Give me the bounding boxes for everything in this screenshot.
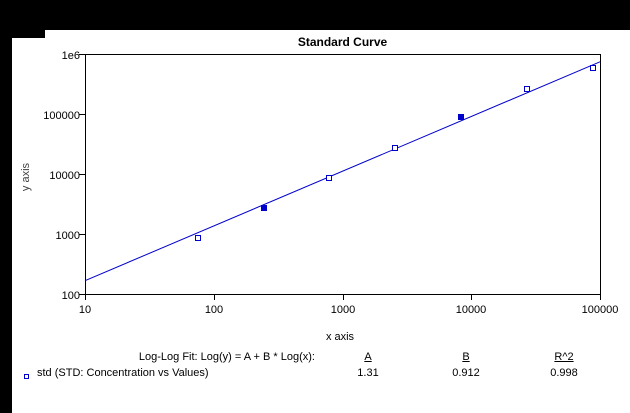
data-point — [524, 86, 530, 92]
x-tick-label: 100000 — [581, 304, 619, 316]
x-tick-label: 10000 — [455, 304, 487, 316]
x-tick-label: 1000 — [330, 304, 356, 316]
y-tick-label: 100000 — [43, 110, 80, 122]
data-point — [195, 235, 201, 241]
x-tick-label: 100 — [204, 304, 224, 316]
corner-notch — [12, 30, 45, 38]
y-tick-label: 10000 — [49, 170, 80, 182]
data-point — [590, 65, 596, 71]
data-point — [458, 114, 464, 120]
data-point — [392, 145, 398, 151]
column-header-r2: R^2 — [554, 351, 574, 363]
fit-r2-value: 0.998 — [550, 367, 578, 379]
chart-canvas — [12, 30, 630, 413]
data-point — [326, 175, 332, 181]
x-axis-label: x axis — [325, 331, 355, 343]
legend-series-label: std (STD: Concentration vs Values) — [37, 367, 209, 379]
chart-title: Standard Curve — [297, 35, 388, 49]
legend-marker-icon — [24, 374, 29, 379]
y-tick-label: 100 — [61, 290, 80, 302]
y-tick-label: 1e6 — [61, 50, 80, 62]
fit-a-value: 1.31 — [357, 367, 379, 379]
column-header-a: A — [364, 351, 372, 363]
fit-equation-label: Log-Log Fit: Log(y) = A + B * Log(x): — [138, 351, 315, 363]
plot-frame — [85, 54, 601, 295]
fit-line — [84, 61, 601, 282]
y-tick-label: 1000 — [55, 230, 80, 242]
x-tick-label: 10 — [78, 304, 92, 316]
column-header-b: B — [462, 351, 470, 363]
fit-b-value: 0.912 — [452, 367, 480, 379]
data-point — [261, 205, 267, 211]
